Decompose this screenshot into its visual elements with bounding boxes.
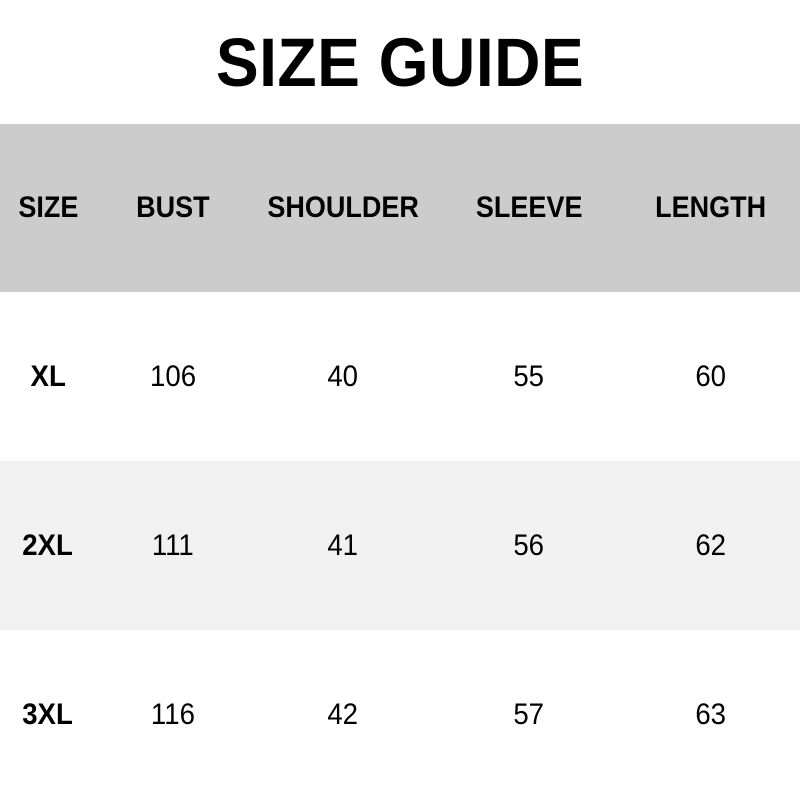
cell-length-value: 60 [695, 359, 727, 393]
table-row: 2XL 111 41 56 62 [0, 461, 800, 630]
table-row: 3XL 116 42 57 63 [0, 630, 800, 799]
cell-size-value: 3XL [22, 697, 74, 731]
cell-shoulder: 41 [250, 461, 436, 630]
column-header-length: LENGTH [622, 124, 800, 292]
cell-length: 63 [622, 630, 800, 799]
cell-shoulder: 42 [250, 630, 436, 799]
column-header-bust: BUST [96, 124, 250, 292]
cell-size: 2XL [0, 461, 96, 630]
column-header-shoulder: SHOULDER [250, 124, 436, 292]
cell-size-value: 2XL [22, 528, 74, 562]
cell-bust-value: 111 [152, 528, 194, 562]
cell-length-value: 63 [695, 697, 727, 731]
column-header-shoulder-label: SHOULDER [267, 191, 419, 224]
cell-sleeve: 55 [436, 292, 622, 461]
column-header-size: SIZE [0, 124, 96, 292]
cell-shoulder-value: 41 [327, 528, 359, 562]
table-row: XL 106 40 55 60 [0, 292, 800, 461]
cell-bust-value: 106 [149, 359, 197, 393]
cell-shoulder-value: 42 [327, 697, 359, 731]
size-guide-table: SIZE BUST SHOULDER SLEEVE LENGTH XL 106 … [0, 124, 800, 799]
column-header-size-label: SIZE [17, 191, 79, 224]
table-body: XL 106 40 55 60 2XL 111 41 56 62 3XL 116… [0, 292, 800, 799]
cell-sleeve: 56 [436, 461, 622, 630]
cell-shoulder-value: 40 [327, 359, 359, 393]
cell-sleeve-value: 56 [513, 528, 545, 562]
cell-sleeve: 57 [436, 630, 622, 799]
table-header: SIZE BUST SHOULDER SLEEVE LENGTH [0, 124, 800, 292]
column-header-sleeve-label: SLEEVE [475, 191, 583, 224]
cell-bust-value: 116 [150, 697, 195, 731]
table-header-row: SIZE BUST SHOULDER SLEEVE LENGTH [0, 124, 800, 292]
cell-sleeve-value: 57 [513, 697, 545, 731]
cell-size-value: XL [30, 359, 66, 393]
cell-bust: 106 [96, 292, 250, 461]
cell-length: 60 [622, 292, 800, 461]
cell-bust: 111 [96, 461, 250, 630]
cell-shoulder: 40 [250, 292, 436, 461]
cell-size: 3XL [0, 630, 96, 799]
page-title: SIZE GUIDE [215, 23, 585, 101]
cell-size: XL [0, 292, 96, 461]
cell-sleeve-value: 55 [513, 359, 545, 393]
cell-length: 62 [622, 461, 800, 630]
column-header-length-label: LENGTH [655, 191, 767, 224]
column-header-bust-label: BUST [136, 191, 210, 224]
page-title-area: SIZE GUIDE [0, 0, 800, 124]
cell-length-value: 62 [695, 528, 727, 562]
cell-bust: 116 [96, 630, 250, 799]
column-header-sleeve: SLEEVE [436, 124, 622, 292]
